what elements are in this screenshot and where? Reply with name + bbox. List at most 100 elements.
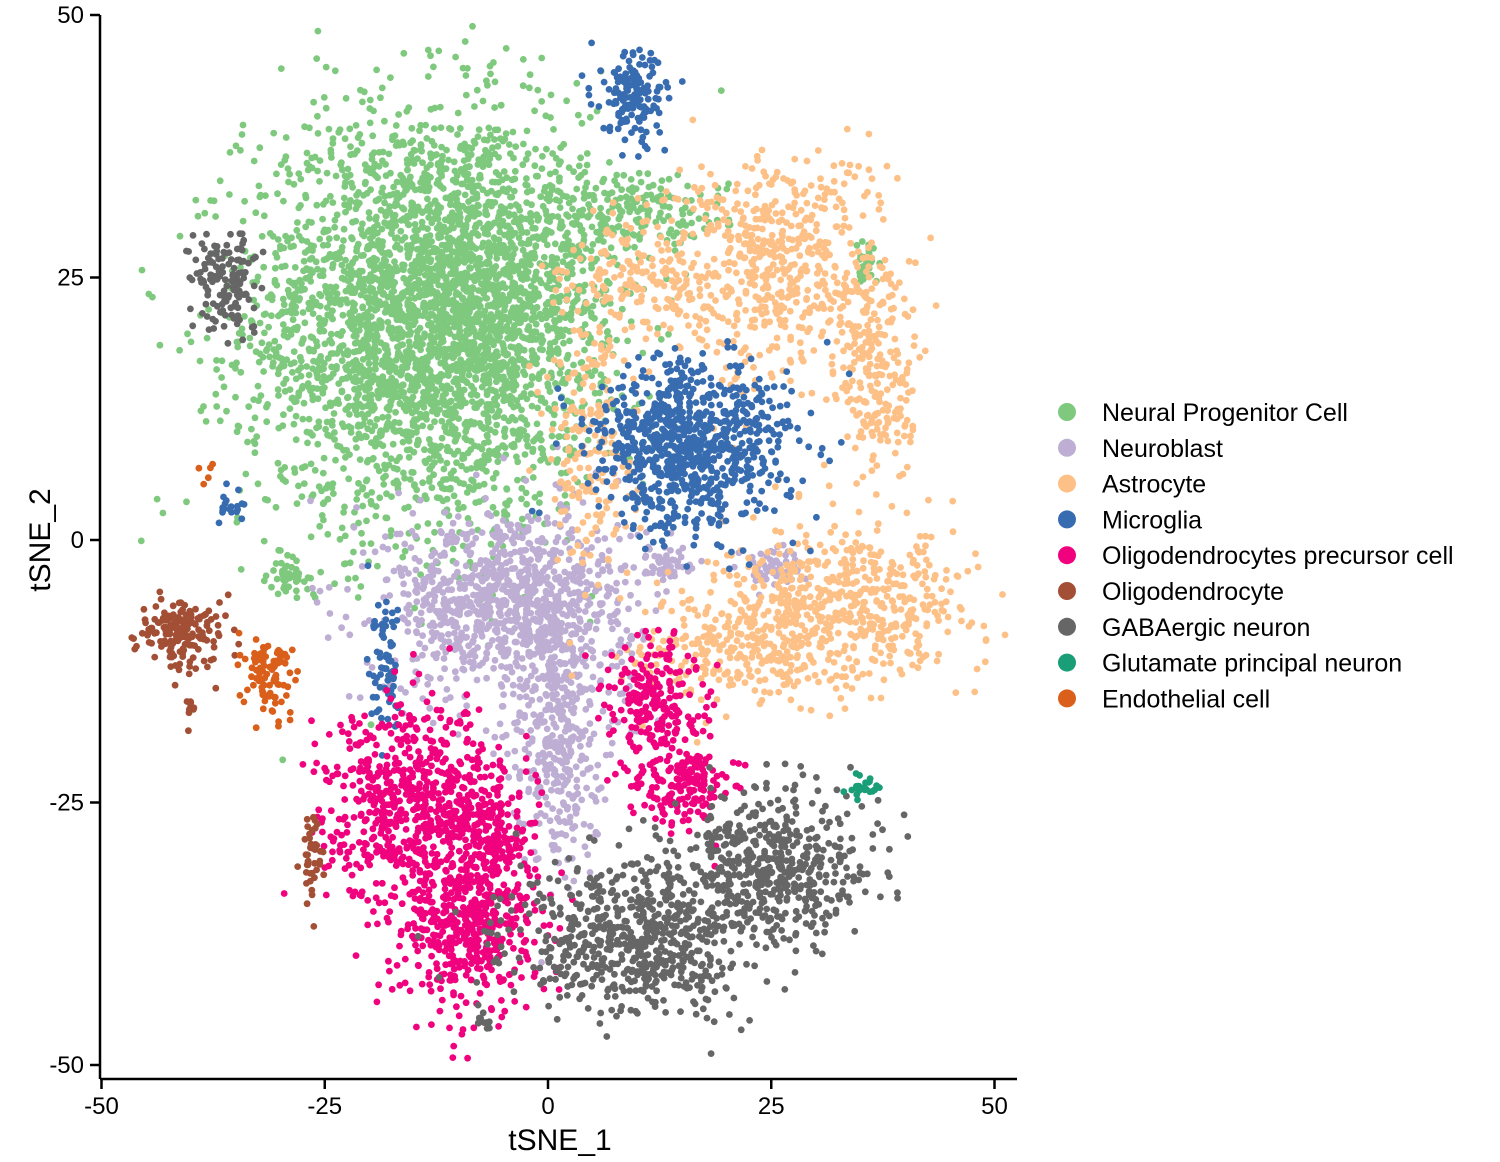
data-point (500, 373, 507, 381)
data-point (300, 399, 308, 407)
data-point (366, 105, 374, 112)
data-point (475, 126, 483, 134)
data-point (292, 412, 300, 420)
data-point (290, 420, 298, 428)
data-point (542, 300, 550, 308)
data-point (439, 338, 447, 345)
data-point (490, 582, 498, 590)
data-point (452, 53, 459, 61)
data-point (566, 337, 573, 345)
data-point (326, 610, 334, 617)
data-point (349, 218, 356, 226)
data-point (515, 234, 523, 242)
data-point (325, 584, 333, 591)
data-point (538, 394, 545, 402)
data-point (355, 313, 363, 320)
data-point (507, 193, 514, 201)
data-point (302, 223, 310, 231)
data-point (344, 575, 352, 583)
data-point (538, 165, 546, 173)
data-point (426, 232, 434, 239)
data-point (437, 124, 445, 131)
data-point (351, 339, 359, 347)
data-point (539, 202, 547, 210)
data-point (335, 128, 343, 136)
data-point (281, 156, 289, 164)
data-point (479, 186, 487, 194)
data-point (400, 274, 408, 282)
data-point (461, 434, 469, 442)
data-point (434, 585, 441, 593)
data-point (443, 459, 451, 467)
data-point (299, 415, 307, 423)
data-point (281, 387, 289, 395)
data-point (419, 402, 427, 409)
data-point (497, 604, 504, 612)
data-point (282, 587, 290, 595)
data-point (433, 650, 441, 657)
data-point (490, 664, 497, 672)
data-point (657, 336, 665, 343)
data-point (306, 256, 314, 263)
data-point (579, 267, 587, 275)
data-point (304, 380, 312, 387)
data-point (316, 157, 324, 165)
data-point (289, 326, 297, 333)
data-point (392, 356, 400, 364)
data-point (453, 367, 461, 375)
data-point (361, 432, 369, 440)
data-point (391, 364, 399, 371)
data-point (275, 546, 283, 554)
data-point (442, 390, 450, 397)
data-point (546, 581, 554, 589)
data-point (480, 136, 488, 144)
data-point (413, 428, 420, 436)
data-point (203, 334, 211, 342)
data-point (430, 125, 438, 132)
data-point (528, 316, 536, 324)
data-point (486, 426, 494, 434)
data-point (522, 489, 530, 497)
data-point (407, 544, 415, 551)
data-point (402, 428, 410, 436)
data-point (526, 84, 533, 92)
data-point (532, 304, 540, 312)
data-point (565, 530, 573, 537)
data-point (500, 625, 508, 632)
data-point (400, 178, 408, 185)
data-point (522, 606, 530, 613)
data-point (534, 555, 542, 563)
data-point (412, 341, 419, 349)
data-point (454, 109, 462, 117)
data-point (331, 67, 339, 75)
data-point (695, 215, 703, 223)
data-point (532, 242, 540, 250)
data-point (293, 226, 301, 234)
data-point (451, 390, 459, 398)
data-point (400, 590, 407, 597)
data-point (513, 287, 521, 295)
data-point (319, 241, 327, 249)
data-point (316, 272, 324, 279)
data-point (501, 596, 508, 604)
data-point (278, 309, 286, 317)
data-point (388, 230, 395, 238)
data-point (187, 338, 195, 346)
data-point (539, 336, 547, 344)
data-point (556, 188, 564, 196)
data-point (310, 346, 317, 354)
data-point (583, 579, 590, 586)
data-point (402, 348, 410, 355)
data-point (512, 369, 520, 377)
data-point (359, 502, 367, 510)
data-point (280, 411, 287, 419)
data-point (331, 429, 338, 436)
data-point (383, 490, 390, 498)
data-point (463, 594, 471, 601)
data-point (500, 414, 508, 422)
data-point (465, 520, 473, 527)
data-point (260, 577, 268, 585)
data-point (460, 157, 468, 165)
data-point (309, 294, 316, 302)
data-point (493, 401, 501, 409)
